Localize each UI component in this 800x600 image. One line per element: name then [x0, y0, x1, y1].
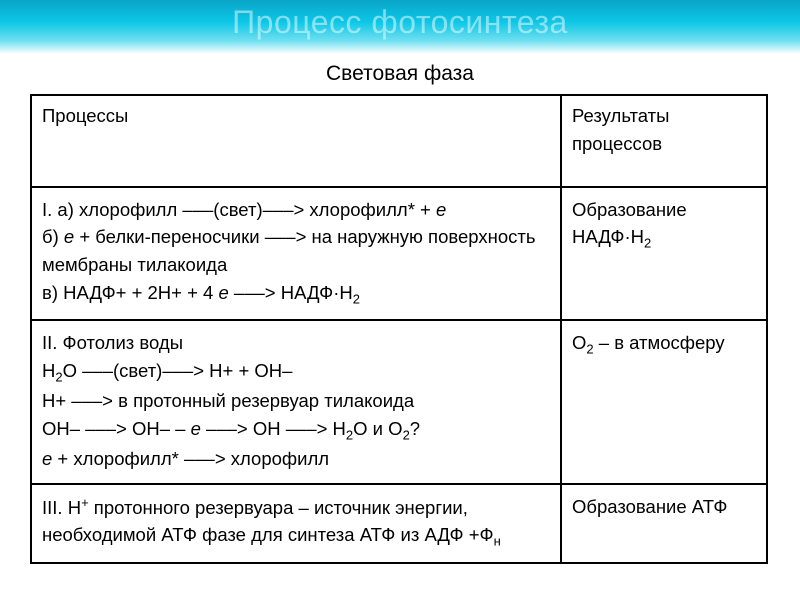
phase-table: Процессы Результаты процессов I. а) хлор…	[30, 94, 766, 564]
slide-subtitle: Световая фаза	[0, 62, 800, 86]
slide: Процесс фотосинтеза Световая фаза Процес…	[0, 0, 800, 600]
cell-result: Образование НАДФ·Н2	[561, 187, 767, 320]
line: в) НАДФ+ + 2Н+ + 4 е –––> НАДФ·Н2	[42, 282, 360, 303]
line: Н+ –––> в протонный резервуар тилакоида	[42, 390, 414, 411]
slide-title: Процесс фотосинтеза	[0, 4, 800, 41]
line: II. Фотолиз воды	[42, 332, 183, 353]
table-row: I. а) хлорофилл –––(свет)–––> хлорофилл*…	[31, 187, 767, 320]
cell-process: III. Н+ протонного резервуара – источник…	[31, 484, 561, 563]
cell-result: Образование АТФ	[561, 484, 767, 563]
col-header-process: Процессы	[31, 95, 561, 187]
line: ОН– –––> ОН– – е –––> ОН –––> Н2О и О2?	[42, 418, 420, 439]
table-header-row: Процессы Результаты процессов	[31, 95, 767, 187]
table-row: II. Фотолиз воды Н2О –––(свет)–––> Н+ + …	[31, 320, 767, 484]
line: I. а) хлорофилл –––(свет)–––> хлорофилл*…	[42, 199, 446, 220]
cell-process: II. Фотолиз воды Н2О –––(свет)–––> Н+ + …	[31, 320, 561, 484]
col-header-result: Результаты процессов	[561, 95, 767, 187]
line: б) е + белки-переносчики –––> на наружну…	[42, 226, 535, 275]
line: е + хлорофилл* –––> хлорофилл	[42, 448, 329, 469]
table: Процессы Результаты процессов I. а) хлор…	[30, 94, 768, 564]
table-row: III. Н+ протонного резервуара – источник…	[31, 484, 767, 563]
line: Н2О –––(свет)–––> Н+ + ОН–	[42, 360, 292, 381]
cell-result: О2 – в атмосферу	[561, 320, 767, 484]
cell-process: I. а) хлорофилл –––(свет)–––> хлорофилл*…	[31, 187, 561, 320]
